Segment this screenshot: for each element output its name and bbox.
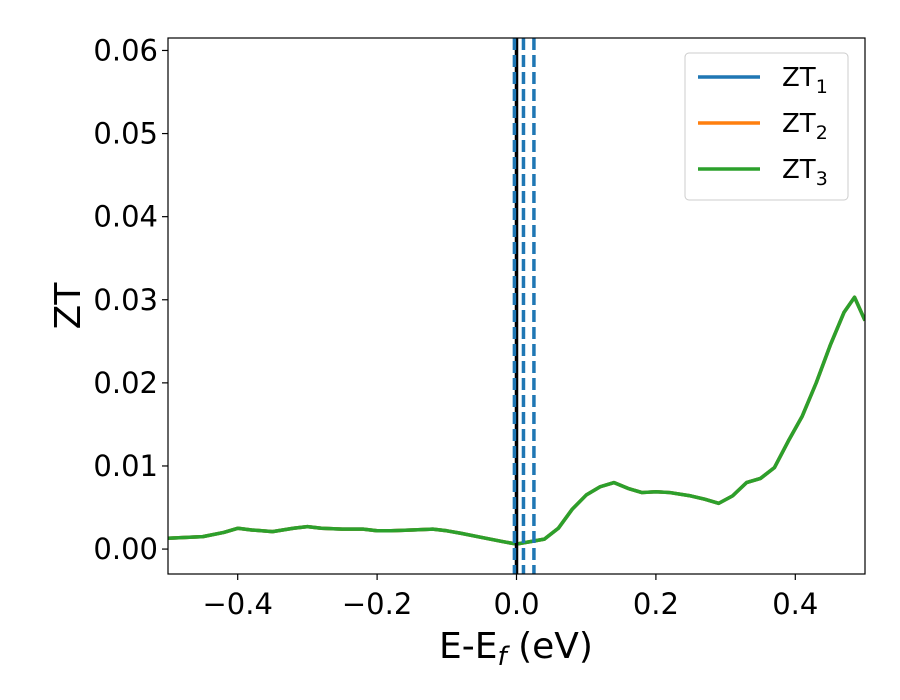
- x-axis-label: E-Ef (eV): [439, 626, 593, 672]
- series-line-3: [168, 295, 865, 546]
- y-tick-label: 0.03: [93, 283, 158, 317]
- legend-box: [684, 52, 849, 201]
- x-tick-label: −0.2: [342, 587, 412, 621]
- x-axis-label-base: E-E: [439, 626, 497, 667]
- x-axis-ticks: −0.4 −0.2 0.0 0.2 0.4: [202, 574, 818, 621]
- y-tick-label: 0.06: [93, 33, 158, 67]
- legend-label-3: ZT3: [782, 155, 828, 190]
- legend-label-2: ZT2: [782, 109, 828, 144]
- y-tick-label: 0.01: [93, 449, 158, 483]
- y-tick-label: 0.05: [93, 117, 158, 151]
- vline-layer: [512, 38, 536, 574]
- y-axis-label: ZT: [48, 282, 89, 330]
- legend-entries: ZT1 ZT2 ZT3: [698, 63, 828, 190]
- x-tick-label: 0.0: [493, 587, 539, 621]
- y-axis-ticks: 0.00 0.01 0.02 0.03 0.04 0.05 0.06: [93, 33, 168, 566]
- legend-label-1: ZT1: [782, 63, 828, 98]
- x-tick-label: 0.4: [772, 587, 818, 621]
- y-tick-label: 0.04: [93, 200, 158, 234]
- x-tick-label: −0.4: [202, 587, 272, 621]
- legend: ZT1 ZT2 ZT3: [684, 52, 849, 201]
- x-tick-label: 0.2: [633, 587, 679, 621]
- series-layer: [168, 295, 865, 546]
- x-axis-label-unit: (eV): [507, 626, 593, 667]
- plot-area: [168, 38, 865, 574]
- y-tick-label: 0.02: [93, 366, 158, 400]
- y-tick-label: 0.00: [93, 532, 158, 566]
